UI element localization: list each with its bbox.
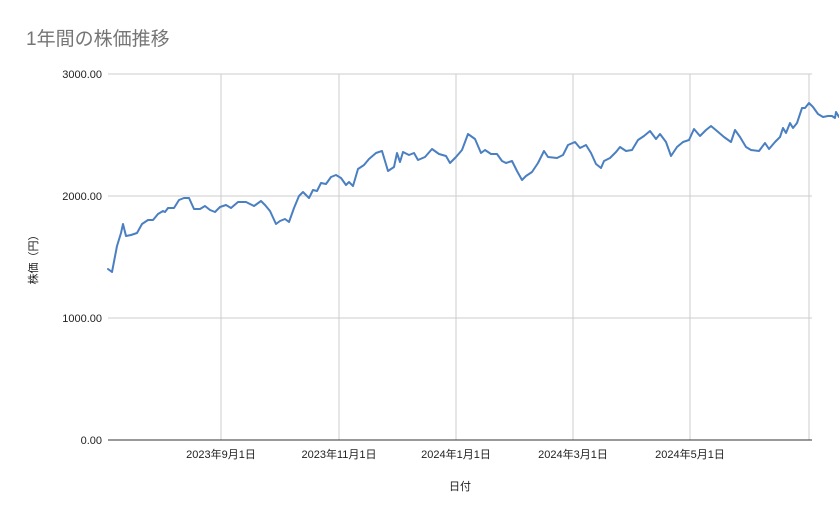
price-series-line (107, 102, 839, 273)
y-axis-ticks: 0.00 1000.00 2000.00 3000.00 (62, 69, 102, 447)
x-tick-label: 2023年11月1日 (301, 447, 376, 461)
y-tick-label: 2000.00 (62, 191, 102, 203)
y-tick-label: 0.00 (81, 435, 102, 447)
y-axis-title: 株価（円） (26, 230, 40, 285)
chart-title: 1年間の株価推移 (26, 29, 170, 50)
x-tick-label: 2024年1月1日 (421, 447, 491, 461)
x-tick-label: 2023年9月1日 (186, 447, 256, 461)
y-tick-label: 3000.00 (62, 69, 102, 81)
x-axis-title: 日付 (449, 480, 471, 493)
x-tick-label: 2024年5月1日 (655, 447, 725, 461)
gridlines (108, 73, 812, 440)
x-axis-ticks: 2023年9月1日 2023年11月1日 2024年1月1日 2024年3月1日 202… (186, 447, 725, 461)
x-tick-label: 2024年3月1日 (538, 447, 608, 461)
y-tick-label: 1000.00 (62, 313, 102, 325)
